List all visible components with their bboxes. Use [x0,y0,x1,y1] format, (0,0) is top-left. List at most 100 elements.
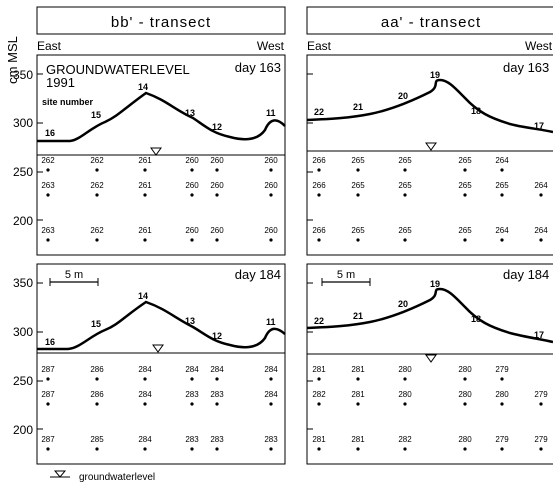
piezometer-value: 261 [138,181,152,190]
piezometer-dot [190,377,194,381]
piezometer-dot [317,402,321,406]
piezometer-value: 266 [312,181,326,190]
piezometer-value: 287 [41,390,55,399]
piezometer-dot [190,447,194,451]
piezometer-dot [190,402,194,406]
piezometer-value: 281 [351,435,365,444]
site-label: 16 [45,337,55,347]
y-tick-300: 300 [13,116,33,130]
piezometer-value: 260 [210,156,224,165]
y-tick-250: 250 [13,165,33,179]
piezometer-grid-bb-bottom: 287 286 284 284 284 284 287 286 284 283 283 284 287 2… [41,365,278,451]
piezometer-dot [317,168,321,172]
y-tick-350: 350 [13,68,33,82]
piezometer-dot [46,193,50,197]
piezometer-dot [403,193,407,197]
legend-label: groundwaterlevel [79,472,155,483]
piezometer-value: 280 [458,435,472,444]
piezometer-value: 286 [90,390,104,399]
y-tick-250: 250 [13,374,33,388]
piezometer-value: 279 [495,365,509,374]
piezometer-value: 281 [312,435,326,444]
piezometer-dot [143,377,147,381]
panel-aa-day184 [306,263,553,465]
piezometer-dot [143,238,147,242]
piezometer-value: 286 [90,365,104,374]
site-labels-aa-top: 22 21 20 19 18 17 [314,70,544,131]
piezometer-dot [356,447,360,451]
yaxis-ticks-aa-top [307,73,313,221]
title-box-aa [306,6,553,35]
east-label-bb: East [37,39,62,53]
piezometer-value: 264 [534,226,548,235]
piezometer-dot [143,447,147,451]
piezometer-value: 264 [495,226,509,235]
east-label-aa: East [307,39,332,53]
piezometer-value: 284 [264,390,278,399]
water-marker-bb-bottom [152,344,164,353]
piezometer-dot [190,238,194,242]
piezometer-value: 280 [398,365,412,374]
piezometer-value: 283 [210,390,224,399]
scale-label-aa: 5 m [337,269,355,281]
piezometer-dot [500,168,504,172]
piezometer-value: 266 [312,156,326,165]
piezometer-value: 283 [210,435,224,444]
piezometer-value: 284 [138,390,152,399]
piezometer-value: 264 [534,181,548,190]
piezometer-value: 260 [210,226,224,235]
piezometer-dot [95,238,99,242]
piezometer-value: 260 [185,156,199,165]
west-label-aa: West [525,39,553,53]
water-marker-aa-top [425,142,437,151]
piezometer-grid-aa-top: 266 265 265 265 264 266 265 265 265 265 264 266 265 2… [312,156,548,242]
piezometer-dot [215,377,219,381]
site-label: 19 [430,279,440,289]
piezometer-dot [143,402,147,406]
site-labels-bb-bottom: 16 15 14 13 12 11 [45,291,276,347]
legend: groundwaterlevel [50,470,155,483]
piezometer-dot [317,447,321,451]
panel-bb-day184 [36,263,286,465]
site-label: 11 [266,108,276,118]
legend-marker-icon [53,470,67,478]
piezometer-value: 260 [185,181,199,190]
piezometer-dot [539,238,543,242]
piezometer-value: 265 [351,226,365,235]
site-label: 22 [314,107,324,117]
piezometer-dot [356,193,360,197]
day-label-bb-top: day 163 [235,60,281,75]
piezometer-value: 284 [264,365,278,374]
piezometer-dot [215,193,219,197]
piezometer-value: 284 [138,435,152,444]
water-marker-bb-top [150,147,162,156]
piezometer-dot [317,238,321,242]
piezometer-dot [463,377,467,381]
water-level-curve-aa-bottom [306,287,553,344]
piezometer-dot [95,377,99,381]
piezometer-dot [500,402,504,406]
piezometer-value: 280 [458,365,472,374]
piezometer-value: 260 [264,181,278,190]
piezometer-dot [500,193,504,197]
piezometer-value: 285 [90,435,104,444]
title-box-bb [36,6,286,35]
site-label: 20 [398,299,408,309]
site-label: 21 [353,102,363,112]
piezometer-dot [215,168,219,172]
piezometer-dot [46,447,50,451]
site-label: 17 [534,121,544,131]
piezometer-dot [269,238,273,242]
yaxis-ticks-bb-top [37,73,43,221]
piezometer-dot [539,447,543,451]
piezometer-dot [269,168,273,172]
piezometer-value: 283 [264,435,278,444]
piezometer-value: 264 [495,156,509,165]
y-tick-350: 350 [13,276,33,290]
piezometer-value: 265 [398,181,412,190]
west-label-bb: West [257,39,285,53]
site-label: 13 [185,108,195,118]
heading-groundwaterlevel: GROUNDWATERLEVEL [46,62,190,77]
y-tick-200: 200 [13,423,33,437]
